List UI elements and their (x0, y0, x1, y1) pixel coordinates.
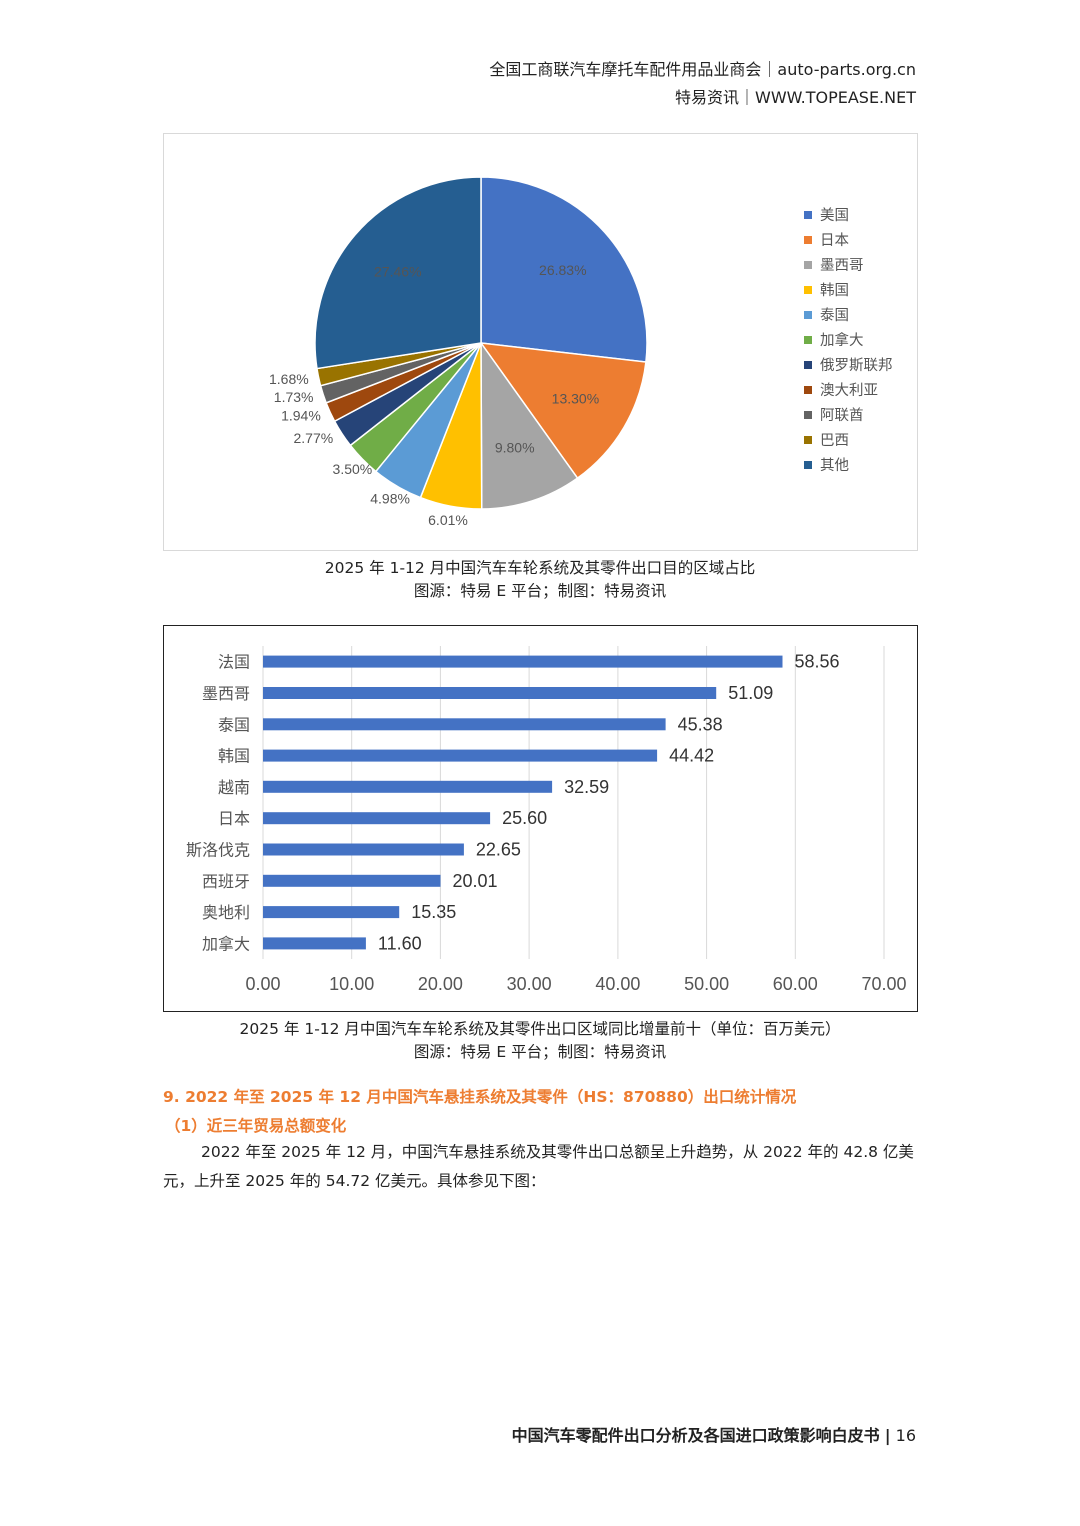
bar-category-label-6: 斯洛伐克 (186, 841, 250, 860)
x-tick-label-3: 30.00 (507, 974, 552, 994)
bar-3 (263, 749, 658, 762)
bar-category-label-8: 奥地利 (202, 903, 250, 922)
legend-swatch-8 (804, 411, 812, 419)
bar-category-label-7: 西班牙 (202, 872, 250, 891)
pie-data-label-3: 6.01% (428, 512, 468, 528)
bar-value-label-9: 11.60 (378, 933, 422, 953)
pie-data-label-4: 4.98% (370, 490, 410, 506)
legend-swatch-0 (804, 211, 812, 219)
pie-slice-1 (479, 342, 647, 480)
header-line-1: 全国工商联汽车摩托车配件用品业商会｜auto-parts.org.cn (489, 60, 916, 79)
bar-0 (263, 655, 783, 668)
legend-label-1: 日本 (820, 232, 849, 249)
x-tick-label-2: 20.00 (418, 974, 463, 994)
bar-9 (263, 937, 366, 950)
pie-data-label-6: 2.77% (293, 430, 333, 446)
legend-swatch-6 (804, 361, 812, 369)
bar-value-label-0: 58.56 (795, 652, 840, 672)
bar-6 (263, 843, 464, 856)
pie-data-label-2: 9.80% (495, 439, 535, 455)
bar-4 (263, 780, 553, 793)
bar-value-label-5: 25.60 (502, 808, 547, 828)
bar-value-label-4: 32.59 (564, 777, 609, 797)
section-paragraph: 2022 年至 2025 年 12 月，中国汽车悬挂系统及其零件出口总额呈上升趋… (163, 1138, 918, 1196)
pie-data-label-10: 27.46% (374, 264, 421, 280)
bar-1 (263, 687, 717, 699)
bar-category-label-1: 墨西哥 (202, 684, 250, 703)
bar-value-label-6: 22.65 (476, 840, 521, 860)
legend-label-5: 加拿大 (820, 331, 864, 349)
x-tick-label-7: 70.00 (861, 974, 906, 994)
x-tick-label-0: 0.00 (245, 974, 280, 994)
x-tick-label-6: 60.00 (773, 974, 818, 994)
x-tick-label-1: 10.00 (329, 974, 374, 994)
pie-data-label-5: 3.50% (333, 461, 373, 477)
legend-label-2: 墨西哥 (820, 258, 864, 274)
pie-slice-0 (480, 176, 648, 363)
legend-swatch-5 (804, 336, 812, 344)
bar-chart-frame: 0.00 10.00 20.00 30.00 40.00 50.00 60.00 70.00 法… (163, 625, 918, 1012)
bar-value-label-3: 44.42 (669, 746, 714, 766)
legend-swatch-2 (804, 261, 812, 269)
section-subheading: （1）近三年贸易总额变化 (165, 1117, 347, 1135)
bar-category-label-5: 日本 (218, 809, 250, 828)
bar-value-label-2: 45.38 (678, 714, 723, 734)
pie-slice-2 (480, 340, 579, 510)
bar-chart-caption: 2025 年 1-12 月中国汽车车轮系统及其零件出口区域同比增量前十（单位：百… (239, 1020, 841, 1038)
pie-chart-caption: 2025 年 1-12 月中国汽车车轮系统及其零件出口目的区域占比 (324, 559, 756, 577)
legend-label-8: 阿联酋 (820, 406, 864, 424)
bar-category-label-0: 法国 (218, 653, 250, 672)
pie-data-label-0: 26.83% (539, 262, 586, 278)
legend-swatch-3 (804, 286, 812, 294)
page-number: 16 (895, 1426, 916, 1445)
legend-swatch-9 (804, 436, 812, 444)
pie-slice-10 (314, 176, 482, 370)
bar-value-label-1: 51.09 (728, 683, 773, 703)
legend-label-4: 泰国 (820, 307, 849, 324)
pie-data-label-7: 1.94% (281, 408, 321, 424)
header-line-2: 特易资讯｜WWW.TOPEASE.NET (675, 88, 916, 107)
section-paragraph-text: 2022 年至 2025 年 12 月，中国汽车悬挂系统及其零件出口总额呈上升趋… (163, 1143, 914, 1190)
bar-category-label-4: 越南 (218, 778, 250, 797)
bar-5 (263, 812, 491, 825)
bar-8 (263, 906, 400, 919)
pie-data-label-1: 13.30% (552, 391, 599, 407)
pie-data-label-9: 1.68% (269, 371, 309, 387)
bar-value-label-7: 20.01 (453, 871, 498, 891)
legend-label-7: 澳大利亚 (820, 382, 878, 399)
footer-separator: | (884, 1426, 891, 1445)
x-tick-label-5: 50.00 (684, 974, 729, 994)
footer-title: 中国汽车零配件出口分析及各国进口政策影响白皮书 (511, 1426, 880, 1445)
bar-category-label-3: 韩国 (218, 747, 250, 766)
bar-chart-source: 图源：特易 E 平台；制图：特易资讯 (413, 1043, 667, 1061)
bar-7 (263, 874, 441, 887)
page-footer: 中国汽车零配件出口分析及各国进口政策影响白皮书 | 16 (512, 1422, 916, 1446)
x-tick-label-4: 40.00 (595, 974, 640, 994)
bar-2 (263, 718, 666, 731)
legend-swatch-10 (804, 461, 812, 469)
bar-chart: 0.00 10.00 20.00 30.00 40.00 50.00 60.00 70.00 法… (186, 646, 907, 994)
pie-data-label-8: 1.73% (274, 389, 314, 405)
legend-swatch-4 (804, 311, 812, 319)
legend-label-3: 韩国 (820, 282, 849, 299)
legend-label-6: 俄罗斯联邦 (820, 357, 893, 374)
legend-label-9: 巴西 (820, 433, 849, 449)
bar-category-label-9: 加拿大 (202, 934, 250, 953)
legend-label-10: 其他 (820, 457, 849, 474)
legend-label-0: 美国 (820, 207, 849, 224)
pie-chart-frame: 26.83% 13.30% 9.80% 6.01% 4.98% 3.50% 2.77% 1.9… (163, 133, 918, 551)
bar-category-label-2: 泰国 (218, 715, 250, 734)
legend-swatch-1 (804, 236, 812, 244)
bar-value-label-8: 15.35 (411, 902, 456, 922)
section-heading: 9. 2022 年至 2025 年 12 月中国汽车悬挂系统及其零件（HS：87… (163, 1088, 797, 1106)
pie-chart-source: 图源：特易 E 平台；制图：特易资讯 (413, 582, 667, 600)
pie-chart: 26.83% 13.30% 9.80% 6.01% 4.98% 3.50%2.77% 1.9… (269, 176, 893, 528)
legend-swatch-7 (804, 386, 812, 394)
